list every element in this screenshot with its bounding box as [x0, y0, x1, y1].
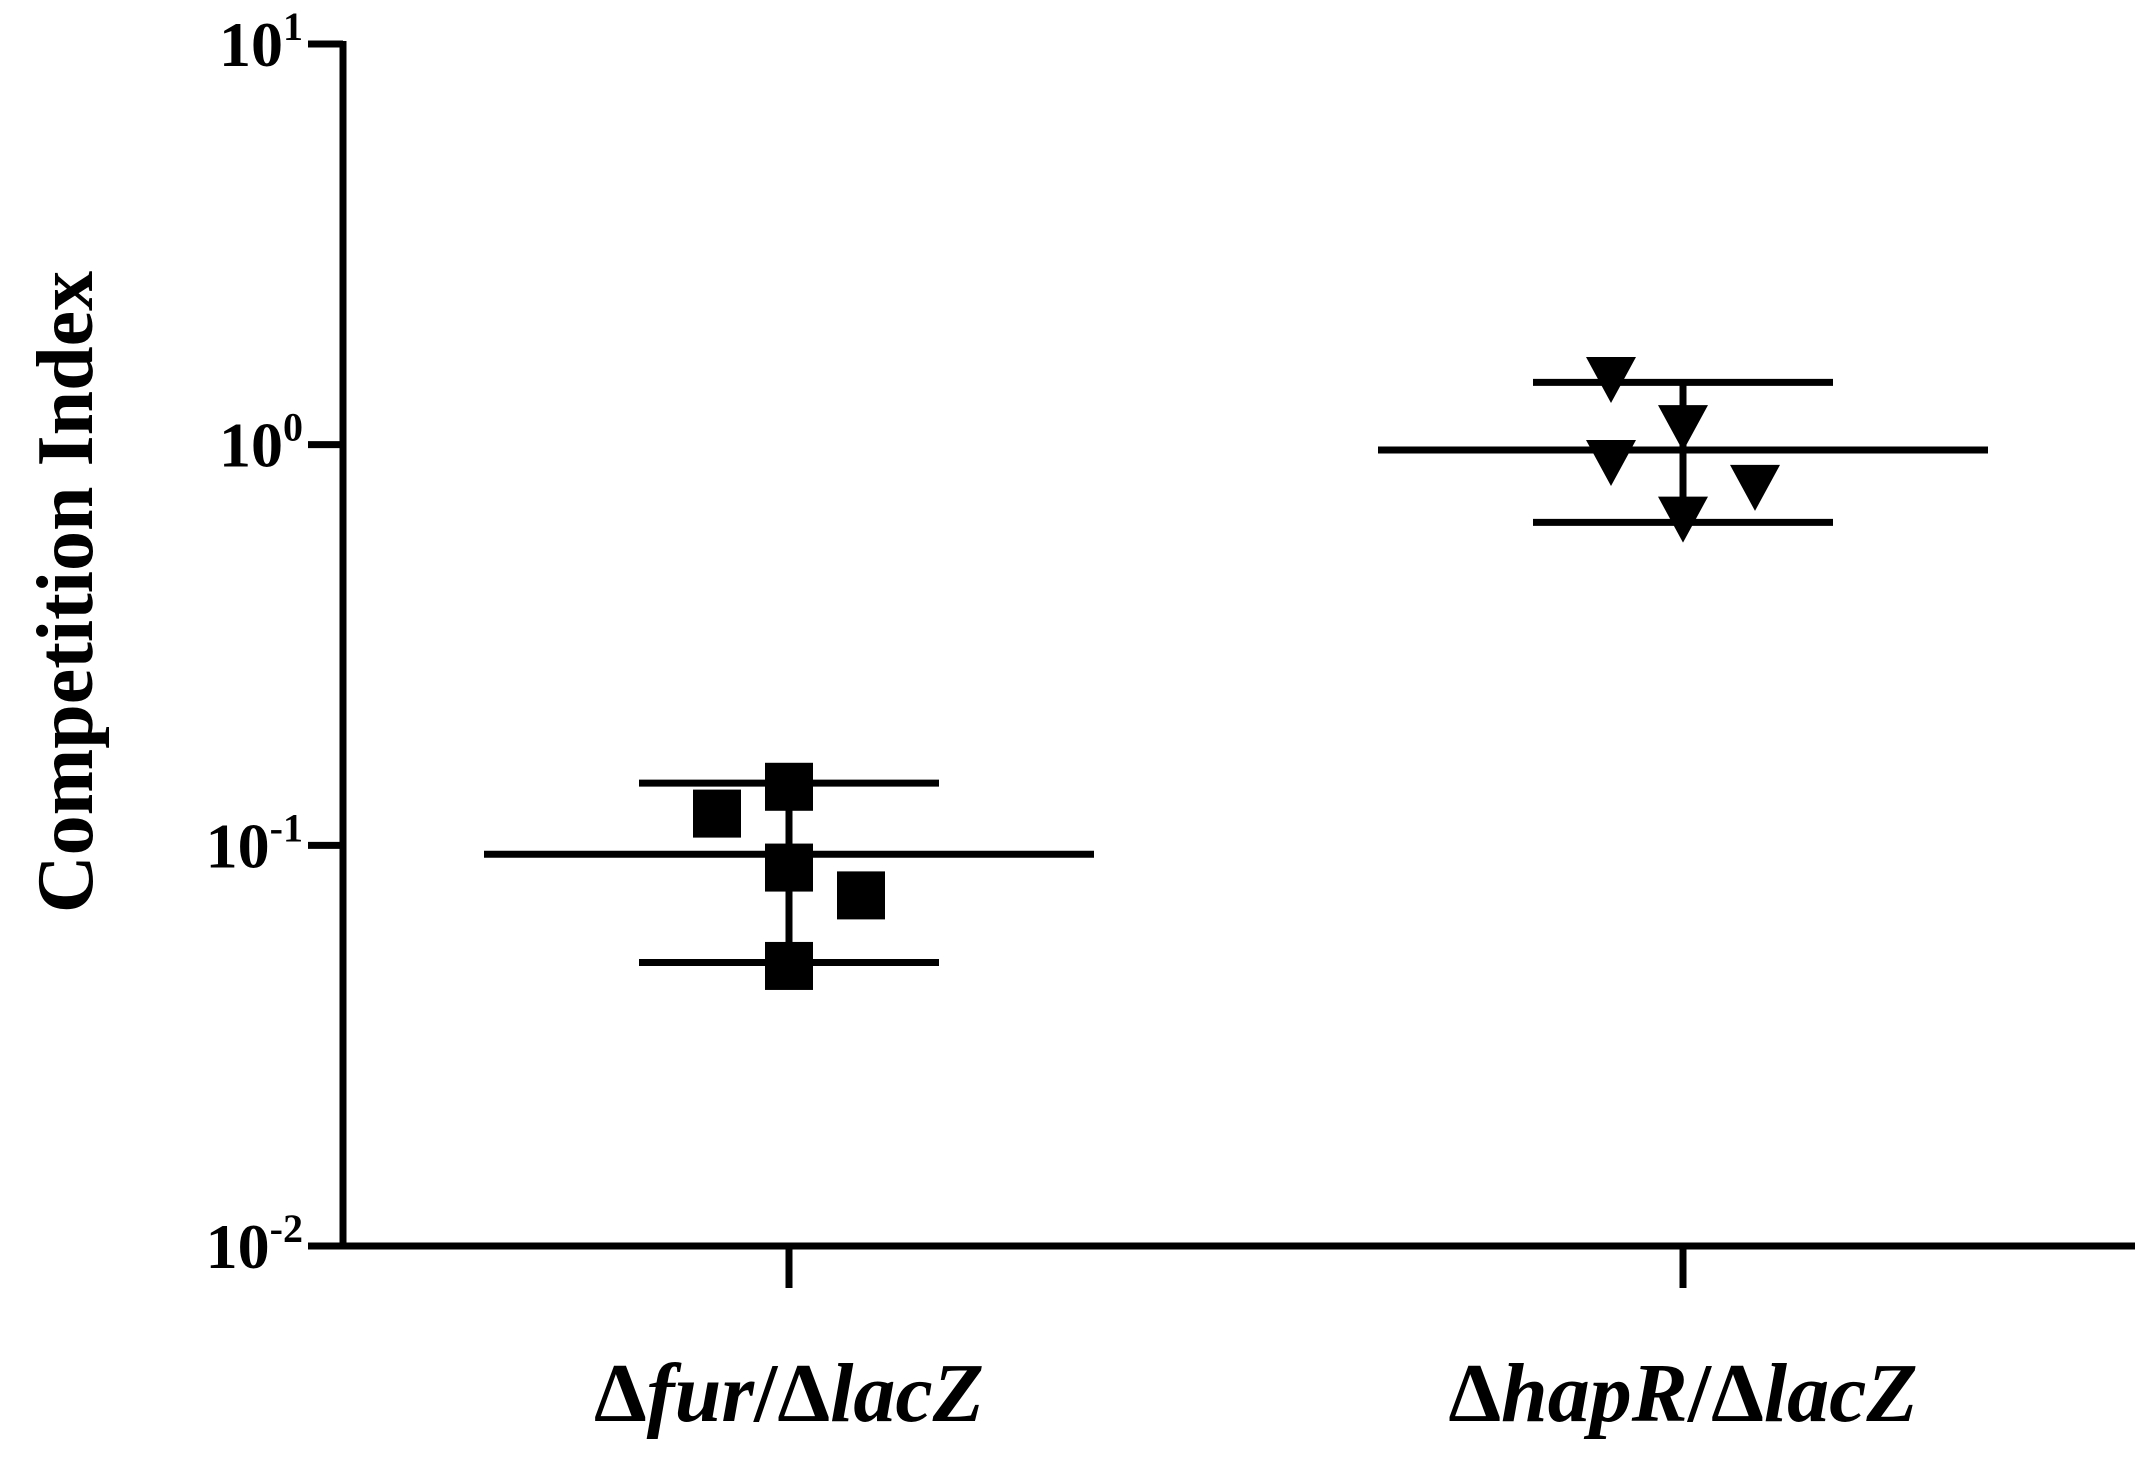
- x-tick-label: ΔhapR/ΔlacZ: [1448, 1347, 1917, 1440]
- data-point-square: [765, 762, 813, 811]
- data-point-square: [837, 871, 885, 920]
- data-point-triangle: [1730, 464, 1780, 511]
- delta-symbol: Δ: [594, 1347, 647, 1440]
- separator: /Δ: [753, 1347, 830, 1440]
- y-tick-exponent: 1: [283, 4, 303, 49]
- data-point-triangle: [1586, 357, 1636, 404]
- separator: /Δ: [1687, 1347, 1764, 1440]
- y-tick-base: 10: [206, 1211, 270, 1282]
- y-tick-label: 10-1: [206, 805, 303, 881]
- y-tick-exponent: -2: [270, 1206, 303, 1251]
- y-tick-base: 10: [219, 9, 283, 80]
- y-tick-base: 10: [219, 410, 283, 481]
- data-point-triangle: [1586, 440, 1636, 487]
- data-point-triangle: [1658, 496, 1708, 543]
- data-point-square: [765, 941, 813, 990]
- gene-name: fur: [647, 1347, 756, 1440]
- y-axis-label: Competition Index: [22, 271, 110, 913]
- y-tick-exponent: 0: [283, 405, 303, 450]
- series-group: [484, 762, 1094, 990]
- delta-symbol: Δ: [1448, 1347, 1501, 1440]
- x-tick-label: Δfur/ΔlacZ: [594, 1347, 984, 1440]
- gene-name: hapR: [1501, 1347, 1688, 1440]
- data-point-square: [765, 843, 813, 892]
- y-tick-base: 10: [206, 810, 270, 881]
- data-point-square: [693, 789, 741, 838]
- y-tick-exponent: -1: [270, 805, 303, 850]
- y-tick-label: 100: [219, 405, 303, 481]
- data-point-triangle: [1658, 405, 1708, 452]
- reference-gene: lacZ: [830, 1347, 984, 1440]
- y-tick-label: 101: [219, 4, 303, 80]
- x-axis: Δfur/ΔlacZ ΔhapR/ΔlacZ: [308, 1242, 2135, 1440]
- series-group: [1378, 357, 1988, 543]
- y-tick-label: 10-2: [206, 1206, 303, 1282]
- data-marks: [484, 357, 1988, 990]
- reference-gene: lacZ: [1764, 1347, 1918, 1440]
